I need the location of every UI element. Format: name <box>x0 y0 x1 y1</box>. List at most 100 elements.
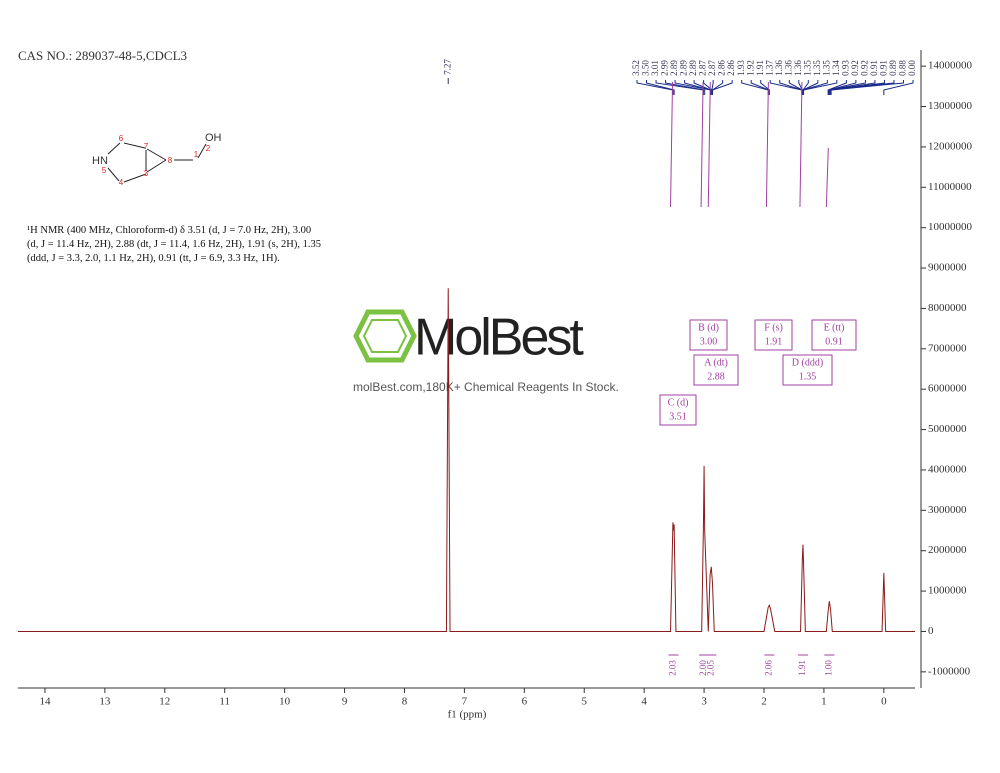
x-tick-label: 12 <box>159 696 170 708</box>
multiplet-shift: 2.88 <box>707 371 725 382</box>
peak-leader <box>711 80 724 95</box>
integral-label: 2.00 <box>698 660 708 676</box>
peak-label: 0.92 <box>850 60 860 76</box>
watermark-brand: MolBest <box>414 309 584 367</box>
peak-leader <box>802 80 828 95</box>
x-tick-label: 2 <box>761 696 767 708</box>
peak-label: 0.00 <box>907 60 917 76</box>
peak-leader <box>830 80 904 95</box>
peak-label: 1.35 <box>812 60 822 76</box>
x-tick-label: 7 <box>462 696 468 708</box>
y-tick-label: 4000000 <box>928 463 967 475</box>
multiplet-shift: 1.91 <box>765 336 783 347</box>
atom-label: OH <box>205 132 222 144</box>
y-tick-label: 14000000 <box>928 60 973 72</box>
multiplet-box <box>754 319 793 351</box>
multiplet-shift: 3.00 <box>700 336 718 347</box>
atom-number: 2 <box>206 144 211 153</box>
x-tick-label: 14 <box>39 696 51 708</box>
x-tick-label: 10 <box>279 696 291 708</box>
peak-label: 2.89 <box>669 60 679 76</box>
multiplet-shift: 0.91 <box>825 336 843 347</box>
peak-label: 2.86 <box>726 60 736 76</box>
peak-label: 0.93 <box>840 60 850 76</box>
integral-label: 1.91 <box>797 660 807 676</box>
atom-number: 5 <box>102 166 107 175</box>
peak-leader <box>711 80 733 95</box>
peak-leader <box>828 80 885 95</box>
integral-curve <box>700 81 704 208</box>
integral-label: 1.00 <box>823 660 833 676</box>
peak-label: 1.93 <box>736 60 746 76</box>
peak-leader <box>760 80 770 95</box>
multiplet-name: D (ddd) <box>792 357 823 368</box>
integral-curve <box>707 81 711 208</box>
header: CAS NO.: 289037-48-5,CDCL3 <box>18 48 187 63</box>
y-tick-label: 3000000 <box>928 504 967 516</box>
peak-label: 2.99 <box>660 60 670 76</box>
peak-leader <box>827 80 847 95</box>
integral-curve <box>765 81 769 208</box>
structure <box>107 142 207 183</box>
peak-leader <box>665 80 706 95</box>
watermark-tagline: molBest.com,180K+ Chemical Reagents In S… <box>353 380 619 394</box>
spectrum <box>18 288 915 632</box>
x-tick-label: 8 <box>402 696 408 708</box>
x-tick-label: 5 <box>581 696 587 708</box>
y-tick-label: 0 <box>928 625 934 637</box>
peak-label: 1.36 <box>793 60 803 76</box>
peak-leader <box>693 80 712 95</box>
y-tick-label: 5000000 <box>928 423 967 435</box>
peak-label: 0.89 <box>888 60 898 76</box>
integral-curve <box>825 147 829 208</box>
y-tick-label: 11000000 <box>928 181 972 193</box>
peak-label: 0.91 <box>879 60 889 76</box>
atom-number: 3 <box>144 169 149 178</box>
x-tick-label: 9 <box>342 696 348 708</box>
atom-number: 7 <box>144 142 149 151</box>
multiplet-box <box>689 319 728 351</box>
watermark: MolBest molBest.com,180K+ Chemical Reage… <box>353 309 619 394</box>
peak-label: 3.50 <box>641 60 651 76</box>
peak-leader <box>798 80 803 95</box>
y-tick-label: 8000000 <box>928 302 967 314</box>
integral-label: 2.06 <box>763 660 773 676</box>
peak-leader <box>803 80 838 95</box>
integral-curve <box>670 81 674 208</box>
x-tick-label: 11 <box>219 696 230 708</box>
peak-leader <box>646 80 675 95</box>
x-tick-label: 0 <box>881 696 887 708</box>
peak-label: 7.27 <box>442 59 452 75</box>
peak-label: 3.52 <box>631 60 641 76</box>
nmr-description: ¹H NMR (400 MHz, Chloroform-d) δ 3.51 (d… <box>27 225 321 264</box>
peak-leader <box>741 80 769 95</box>
peak-label: 1.91 <box>755 60 765 76</box>
x-tick-label: 1 <box>821 696 827 708</box>
peak-label: 2.87 <box>707 60 717 76</box>
x-tick-label: 13 <box>99 696 111 708</box>
peak-label: 1.35 <box>821 60 831 76</box>
atom-number: 6 <box>119 134 124 143</box>
y-tick-label: 10000000 <box>928 221 973 233</box>
multiplet-shift: 3.51 <box>669 411 687 422</box>
peak-label: 1.34 <box>831 60 841 76</box>
y-tick-label: 2000000 <box>928 544 967 556</box>
peak-label: 0.92 <box>859 60 869 76</box>
atom-number: 4 <box>119 178 124 187</box>
multiplet-box <box>782 354 833 386</box>
peak-label: 3.01 <box>650 60 660 76</box>
peak-label: 0.91 <box>869 60 879 76</box>
peak-leader <box>750 80 770 95</box>
peak-label: 1.36 <box>783 60 793 76</box>
atom-number: 1 <box>194 150 199 159</box>
peak-label: 2.87 <box>698 60 708 76</box>
y-tick-label: 13000000 <box>928 100 973 112</box>
multiplet-name: F (s) <box>764 322 783 333</box>
multiplet-box <box>659 394 697 426</box>
atom-number: 8 <box>168 156 173 165</box>
multiplet-box <box>693 354 739 386</box>
integral-curve <box>799 81 803 208</box>
y-tick-label: 7000000 <box>928 342 967 354</box>
